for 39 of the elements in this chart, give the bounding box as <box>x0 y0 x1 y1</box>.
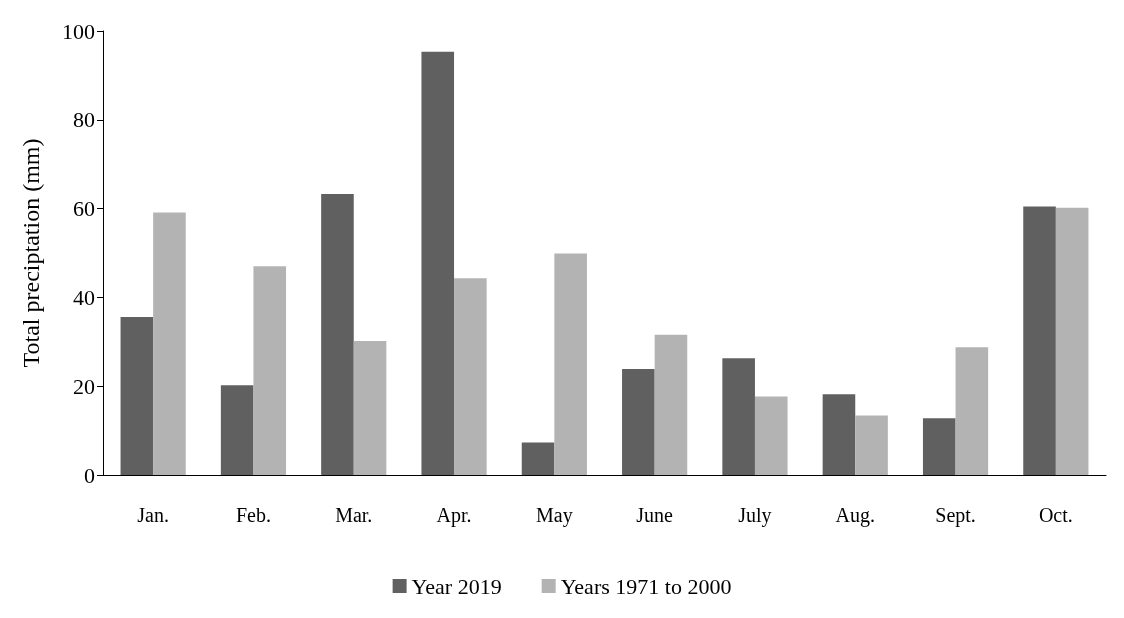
bar <box>220 385 254 475</box>
x-tick-label: Oct. <box>1038 504 1073 526</box>
bar <box>1055 207 1089 475</box>
x-tick-label: July <box>738 504 772 527</box>
bar <box>120 316 154 475</box>
bar <box>855 415 888 475</box>
bar <box>554 253 587 475</box>
bar <box>622 368 655 475</box>
y-axis-title: Total preciptation (mm) <box>18 138 44 368</box>
bar <box>922 418 956 475</box>
x-tick-label: Sept. <box>935 504 976 527</box>
bar <box>321 193 354 475</box>
y-tick-label: 40 <box>73 284 95 310</box>
bar <box>722 358 755 475</box>
y-tick-label: 60 <box>73 196 95 222</box>
y-tick-label: 0 <box>84 462 95 488</box>
bar <box>521 442 555 475</box>
x-tick-label: Apr. <box>436 504 472 527</box>
bar <box>153 212 186 475</box>
bar <box>253 266 287 475</box>
bar <box>454 278 487 475</box>
y-tick-label: 80 <box>73 107 95 133</box>
y-tick-label: 100 <box>62 18 95 44</box>
bar <box>1023 206 1056 475</box>
x-tick-label: Aug. <box>835 504 875 527</box>
x-tick-label: May <box>536 504 573 527</box>
bar <box>822 394 856 475</box>
legend-label: Year 2019 <box>411 573 502 599</box>
bar <box>353 340 387 475</box>
x-tick-label: Feb. <box>235 504 271 526</box>
x-tick-label: Jan. <box>137 504 169 526</box>
bar <box>421 51 455 475</box>
bar <box>654 334 688 475</box>
x-tick-label: June <box>636 504 674 526</box>
bar <box>955 347 989 475</box>
bar <box>754 396 788 475</box>
legend-label: Years 1971 to 2000 <box>560 573 732 599</box>
x-tick-label: Mar. <box>335 504 373 526</box>
y-tick-label: 20 <box>73 373 95 399</box>
